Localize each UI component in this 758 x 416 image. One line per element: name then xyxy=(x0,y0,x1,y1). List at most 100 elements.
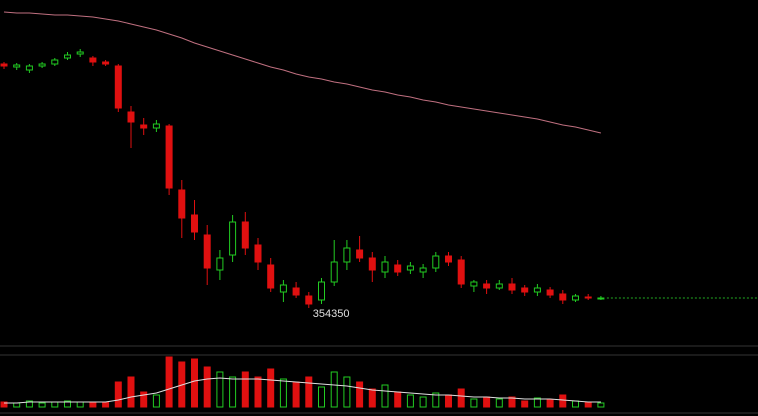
volume-bar xyxy=(140,391,148,408)
candle-body xyxy=(38,63,46,67)
volume-bar xyxy=(470,398,478,408)
candle-body xyxy=(356,249,364,259)
volume-bar xyxy=(203,366,211,408)
volume-bar xyxy=(267,368,275,408)
volume-bar xyxy=(495,398,503,408)
candle-body xyxy=(521,287,529,293)
volume-bar xyxy=(279,378,287,408)
candle-body xyxy=(470,281,478,287)
candle-body xyxy=(216,257,224,271)
candle-body xyxy=(419,267,427,273)
volume-bar xyxy=(152,394,160,408)
candle-body xyxy=(584,296,592,299)
volume-bar xyxy=(432,392,440,408)
candle-body xyxy=(330,261,338,283)
candle-body xyxy=(152,123,160,129)
volume-bar xyxy=(318,386,325,408)
candle-body xyxy=(381,261,389,273)
volume-bar xyxy=(64,400,71,408)
volume-bar xyxy=(38,402,46,408)
candle-body xyxy=(89,57,97,63)
candle-body xyxy=(559,293,567,301)
volume-bar xyxy=(330,371,338,408)
volume-bar xyxy=(508,396,516,408)
candle-body xyxy=(140,124,148,129)
candle-body xyxy=(508,283,516,291)
candle-body xyxy=(203,234,211,269)
candle-body xyxy=(368,257,376,271)
candle-body xyxy=(546,289,554,296)
candle-body xyxy=(279,284,287,293)
volume-bar xyxy=(0,401,8,408)
candle-body xyxy=(229,221,237,256)
candle-body xyxy=(191,214,198,233)
candle-body xyxy=(394,264,402,273)
volume-bar xyxy=(584,401,592,408)
candle-body xyxy=(127,111,135,123)
candle-body xyxy=(292,287,300,296)
candle-body xyxy=(102,61,110,65)
volume-bar xyxy=(559,394,567,408)
volume-bar xyxy=(445,394,452,408)
candle-body xyxy=(483,283,491,289)
volume-bar xyxy=(13,402,21,408)
volume-bar xyxy=(292,381,300,408)
low-label: 354350 xyxy=(313,308,350,320)
candle-body xyxy=(267,264,275,289)
candle-body xyxy=(0,63,8,67)
candle-body xyxy=(64,54,71,59)
volume-bar xyxy=(102,401,110,408)
volume-bar xyxy=(191,358,198,408)
candle-body xyxy=(597,297,605,300)
volume-bar xyxy=(597,402,605,408)
candle-body xyxy=(445,255,452,263)
volume-bar xyxy=(546,399,554,408)
volume-bar xyxy=(254,376,262,408)
volume-bar xyxy=(229,376,237,408)
candle-body xyxy=(533,287,541,293)
volume-bar xyxy=(394,391,402,408)
candle-body xyxy=(76,51,84,55)
volume-bar xyxy=(343,376,351,408)
volume-bar xyxy=(572,400,579,408)
volume-bar xyxy=(76,401,84,408)
volume-bar xyxy=(356,381,364,408)
candle-body xyxy=(343,247,351,263)
volume-bar xyxy=(368,388,376,408)
candle-body xyxy=(406,265,414,271)
candle-body xyxy=(241,221,249,249)
candle-body xyxy=(13,64,21,68)
volume-bar xyxy=(127,376,135,408)
moving-average-line xyxy=(3,11,602,134)
candle-body xyxy=(51,59,59,65)
volume-bar xyxy=(533,397,541,408)
candle-body xyxy=(432,255,440,269)
volume-bar xyxy=(419,396,427,408)
volume-bar xyxy=(406,394,414,408)
volume-bar xyxy=(25,400,33,408)
volume-bar xyxy=(457,388,465,408)
volume-bar xyxy=(241,371,249,408)
candle-body xyxy=(254,244,262,263)
volume-average-line xyxy=(4,377,601,404)
volume-bar xyxy=(165,356,173,408)
volume-bar xyxy=(305,376,313,408)
candle-body xyxy=(165,125,173,189)
candle-body xyxy=(25,65,33,71)
volume-bar xyxy=(114,381,122,408)
volume-bar xyxy=(521,400,529,408)
volume-bar xyxy=(381,384,389,408)
candle-body xyxy=(305,295,313,305)
volume-bar xyxy=(51,401,59,408)
candle-body xyxy=(318,281,325,301)
volume-bar xyxy=(89,402,97,408)
volume-bar xyxy=(216,371,224,408)
candle-body xyxy=(495,283,503,289)
volume-bar xyxy=(483,396,491,408)
candle-body xyxy=(178,189,186,219)
candle-body xyxy=(114,65,122,109)
candle-body xyxy=(572,295,579,301)
candle-body xyxy=(457,259,465,285)
